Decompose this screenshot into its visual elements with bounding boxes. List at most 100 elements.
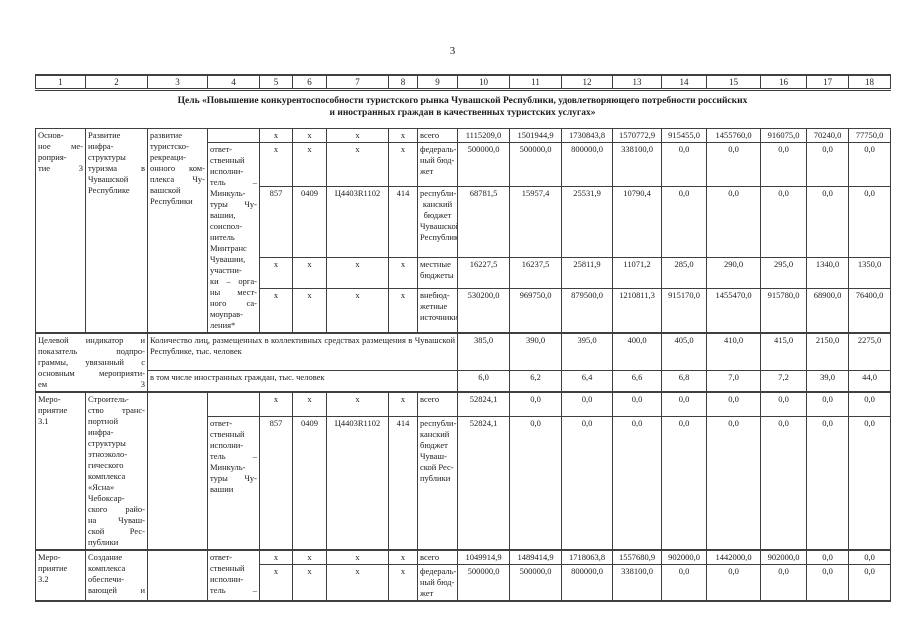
budget-type-cell: республи- канский бюджет Чувашской Респу…: [417, 186, 458, 259]
value-cell: 6,6: [612, 370, 662, 393]
value-cell: 0,0: [661, 564, 707, 602]
code-cell: х: [388, 564, 418, 602]
value-cell: 1350,0: [848, 257, 891, 289]
value-cell: 0,0: [706, 390, 761, 417]
grid-col-number: 12: [561, 75, 613, 90]
value-cell: 405,0: [661, 332, 707, 372]
budget-type-cell: федераль- ный бюд- жет: [417, 141, 458, 188]
value-cell: 969750,0: [509, 287, 562, 334]
code-cell: х: [259, 141, 293, 188]
value-cell: 15957,4: [509, 186, 562, 259]
table-row: 857 0409 Ц4403R1102 414 республи- кански…: [36, 186, 891, 259]
grid-col-number: 14: [661, 75, 707, 90]
page-number: 3: [449, 45, 456, 57]
empty-cell: [207, 128, 260, 143]
value-cell: 295,0: [760, 257, 807, 289]
value-cell: 415,0: [760, 332, 807, 372]
program-ref-cell: развитие туристско- рекреаци- онного ком…: [147, 128, 208, 334]
value-cell: 70240,0: [806, 128, 849, 143]
value-cell: 285,0: [661, 257, 707, 289]
value-cell: 0,0: [760, 564, 807, 602]
value-cell: 25531,9: [561, 186, 613, 259]
value-cell: 338100,0: [612, 564, 662, 602]
budget-type-cell: всего: [417, 390, 458, 417]
value-cell: 1442000,0: [706, 549, 761, 565]
table-row: ответ- ственный исполни- тель – Минкуль-…: [36, 415, 891, 551]
code-cell: х: [388, 287, 418, 334]
goal-title: Цель «Повышение конкурентоспособности ту…: [35, 95, 890, 119]
table-row: х х х х федераль- ный бюд- жет 500000,0 …: [36, 564, 891, 602]
empty-cell: [207, 390, 260, 417]
table-row: х х х х внебюд- жетные источники 530200,…: [36, 287, 891, 334]
value-cell: 902000,0: [661, 549, 707, 565]
value-cell: 2275,0: [848, 332, 891, 372]
value-cell: 77750,0: [848, 128, 891, 143]
code-cell: Ц4403R1102: [326, 415, 389, 551]
budget-type-cell: республи- канский бюджет Чуваш- ской Рес…: [417, 415, 458, 551]
value-cell: 1049914,9: [457, 549, 510, 565]
code-cell: х: [388, 128, 418, 143]
value-cell: 25811,9: [561, 257, 613, 289]
value-cell: 0,0: [661, 415, 707, 551]
table-row: Меро- приятие 3.1 Строитель- ство транс-…: [35, 390, 891, 551]
value-cell: 0,0: [806, 390, 849, 417]
value-cell: 395,0: [561, 332, 613, 372]
budget-type-cell: всего: [417, 549, 458, 565]
budget-type-cell: федераль- ный бюд- жет: [417, 564, 458, 602]
value-cell: 1489414,9: [509, 549, 562, 565]
value-cell: 0,0: [561, 415, 613, 551]
value-cell: 0,0: [509, 415, 562, 551]
value-cell: 0,0: [848, 141, 891, 188]
code-cell: х: [259, 287, 293, 334]
value-cell: 76400,0: [848, 287, 891, 334]
value-cell: 11071,2: [612, 257, 662, 289]
value-cell: 915455,0: [661, 128, 707, 143]
value-cell: 390,0: [509, 332, 562, 372]
value-cell: 0,0: [706, 141, 761, 188]
code-cell: х: [388, 257, 418, 289]
code-cell: х: [388, 549, 418, 565]
value-cell: 0,0: [848, 564, 891, 602]
value-cell: 0,0: [612, 415, 662, 551]
value-cell: 0,0: [848, 186, 891, 259]
code-cell: х: [259, 128, 293, 143]
value-cell: 2150,0: [806, 332, 849, 372]
value-cell: 1340,0: [806, 257, 849, 289]
value-cell: 0,0: [561, 390, 613, 417]
code-cell: х: [292, 564, 327, 602]
value-cell: 385,0: [457, 332, 510, 372]
activity-name-cell: Строитель- ство транс- портной инфра- ст…: [85, 391, 148, 551]
value-cell: 1718063,8: [561, 549, 613, 565]
value-cell: 800000,0: [561, 141, 613, 188]
grid-col-number: 1: [35, 75, 86, 90]
value-cell: 1115209,0: [457, 128, 510, 143]
grid-col-number: 15: [706, 75, 761, 90]
value-cell: 338100,0: [612, 141, 662, 188]
budget-type-cell: внебюд- жетные источники: [417, 287, 458, 334]
table-row: Меро- приятие 3.2 Создание комплекса обе…: [35, 549, 891, 602]
table-row: Основ- ное ме- роприя- тие 3 Развитие ин…: [35, 128, 891, 334]
code-cell: х: [326, 287, 389, 334]
budget-type-cell: местные бюджеты: [417, 257, 458, 289]
value-cell: 0,0: [760, 390, 807, 417]
value-cell: 7,2: [760, 370, 807, 393]
value-cell: 44,0: [848, 370, 891, 393]
executor-cell: ответ- ственный исполни- тель – Минкуль-…: [207, 415, 260, 551]
grid-col-number: 3: [147, 75, 208, 90]
grid-col-number: 18: [848, 75, 891, 90]
grid-col-number: 6: [292, 75, 327, 90]
value-cell: 1210811,3: [612, 287, 662, 334]
value-cell: 0,0: [661, 390, 707, 417]
value-cell: 0,0: [760, 141, 807, 188]
code-cell: х: [292, 257, 327, 289]
value-cell: 1570772,9: [612, 128, 662, 143]
value-cell: 52824,1: [457, 390, 510, 417]
value-cell: 0,0: [806, 564, 849, 602]
code-cell: х: [326, 128, 389, 143]
value-cell: 400,0: [612, 332, 662, 372]
grid-col-number: 17: [806, 75, 849, 90]
value-cell: 500000,0: [509, 141, 562, 188]
section-label-cell: Основ- ное ме- роприя- тие 3: [35, 128, 86, 334]
grid-col-number: 4: [207, 75, 260, 90]
grid-col-number: 8: [388, 75, 418, 90]
